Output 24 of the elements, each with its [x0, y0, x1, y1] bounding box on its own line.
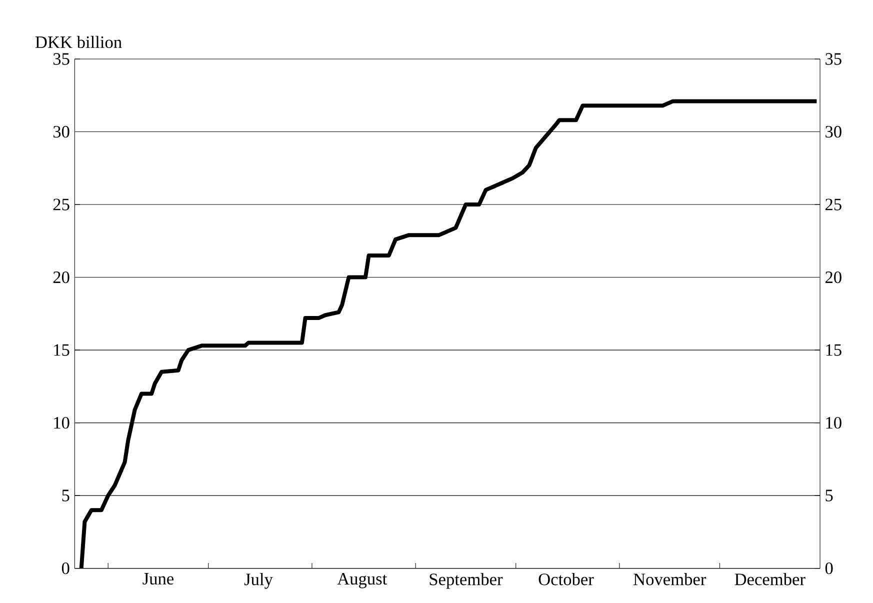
- x-tick-label: July: [244, 573, 273, 589]
- y-tick-label: 35: [53, 53, 70, 65]
- x-tick-label: October: [538, 573, 594, 586]
- y2-tick-label: 10: [826, 416, 842, 429]
- x-tick-label: November: [634, 573, 706, 586]
- y2-tick-label: 0: [825, 562, 833, 574]
- y-tick-label: 5: [62, 490, 70, 502]
- y-tick-label: 20: [53, 271, 70, 284]
- y2-tick-label: 5: [826, 490, 833, 502]
- y-tick-label: 0: [62, 562, 70, 574]
- y-tick-label: 25: [53, 198, 70, 210]
- x-tick-label: June: [142, 573, 174, 585]
- x-tick-label: September: [430, 573, 503, 589]
- y2-tick-label: 35: [826, 53, 842, 65]
- y-axis-title: DKK billion: [35, 36, 122, 48]
- y2-tick-label: 20: [825, 271, 842, 284]
- y-tick-label: 10: [54, 416, 70, 429]
- y2-tick-label: 15: [826, 344, 842, 356]
- y2-tick-label: 30: [826, 126, 842, 138]
- y-tick-label: 15: [54, 344, 70, 356]
- x-tick-label: December: [734, 573, 806, 586]
- y2-tick-label: 25: [825, 198, 842, 210]
- x-tick-label: August: [337, 573, 388, 588]
- y-tick-label: 30: [53, 126, 70, 138]
